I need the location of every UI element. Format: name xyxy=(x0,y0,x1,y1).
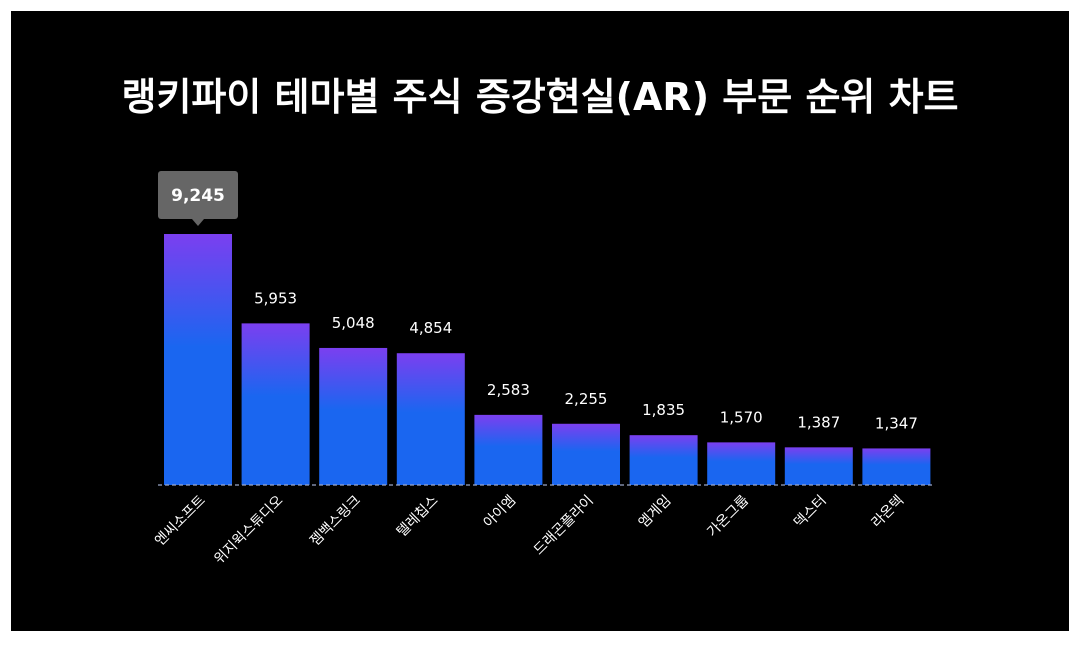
bar-2 xyxy=(241,323,310,485)
bar-8 xyxy=(707,442,776,485)
value-label-3: 5,048 xyxy=(332,314,375,332)
value-label-5: 2,583 xyxy=(487,381,530,399)
value-label-1: 9,245 xyxy=(171,186,225,206)
bar-9 xyxy=(784,447,853,485)
bar-3 xyxy=(319,347,388,485)
bar-1 xyxy=(164,234,232,485)
bar-5 xyxy=(474,414,543,485)
value-label-2: 5,953 xyxy=(254,289,297,307)
value-label-6: 2,255 xyxy=(565,390,608,408)
bar-4 xyxy=(396,353,465,485)
category-label-4: 텔레칩스 xyxy=(394,492,442,540)
category-label-9: 덱스터 xyxy=(791,493,830,532)
chart-title: 랭키파이 테마별 주식 증강현실(AR) 부문 순위 차트 xyxy=(121,75,959,119)
category-label-8: 가온그룹 xyxy=(704,492,752,540)
category-label-5: 아이엠 xyxy=(481,493,520,532)
bar-7 xyxy=(629,435,698,485)
category-label-10: 라온텍 xyxy=(869,493,908,532)
value-label-8: 1,570 xyxy=(720,408,763,426)
category-label-2: 위지윅스튜디오 xyxy=(211,492,286,567)
bar-10 xyxy=(862,448,931,485)
callout-pointer xyxy=(192,219,204,226)
category-label-3: 젬백스링크 xyxy=(307,492,364,549)
category-label-7: 엠게임 xyxy=(636,493,675,532)
value-label-10: 1,347 xyxy=(875,414,918,432)
value-label-7: 1,835 xyxy=(642,401,685,419)
category-label-1: 엔씨소프트 xyxy=(152,492,209,549)
value-label-4: 4,854 xyxy=(409,319,452,337)
top-value-callout: 9,245 xyxy=(158,171,238,226)
bar-6 xyxy=(552,423,620,485)
callout-box xyxy=(158,171,238,219)
value-label-9: 1,387 xyxy=(797,413,840,431)
category-label-6: 드래곤플라이 xyxy=(531,493,597,559)
